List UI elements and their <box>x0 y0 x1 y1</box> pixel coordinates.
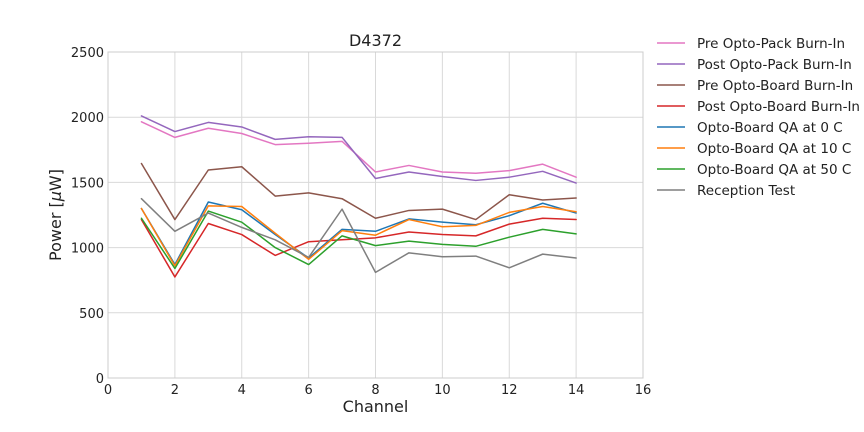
x-tick-labels: 0 2 4 6 8 10 12 14 16 <box>104 383 651 398</box>
x-tick-label: 8 <box>371 383 379 398</box>
y-tick-label: 500 <box>79 307 104 322</box>
legend-label: Opto-Board QA at 50 C <box>697 162 851 178</box>
series-line-8 <box>140 197 577 274</box>
y-axis-label: Power [μW] <box>46 169 65 261</box>
series-line-6 <box>140 205 577 267</box>
legend-label: Opto-Board QA at 10 C <box>697 141 851 157</box>
x-tick-label: 14 <box>568 383 585 398</box>
legend-label: Post Opto-Board Burn-In <box>697 99 860 115</box>
series-line-4 <box>140 217 577 278</box>
y-axis-label-prefix: Power [ <box>46 201 65 261</box>
series-line-2 <box>140 115 577 184</box>
series-line-3 <box>140 162 577 221</box>
legend: Pre Opto-Pack Burn-In Post Opto-Pack Burn… <box>657 36 860 199</box>
y-tick-label: 1000 <box>71 242 104 257</box>
y-axis-label-suffix: W] <box>46 169 65 191</box>
y-tick-label: 2000 <box>71 111 104 126</box>
y-tick-label: 0 <box>96 372 104 387</box>
y-tick-label: 1500 <box>71 176 104 191</box>
legend-label: Opto-Board QA at 0 C <box>697 120 843 136</box>
x-tick-label: 4 <box>238 383 246 398</box>
chart-title: D4372 <box>349 31 402 50</box>
x-tick-label: 12 <box>501 383 518 398</box>
x-tick-label: 6 <box>304 383 312 398</box>
y-tick-label: 2500 <box>71 46 104 61</box>
series-line-5 <box>140 201 577 266</box>
x-axis-label: Channel <box>343 397 409 416</box>
legend-label: Post Opto-Pack Burn-In <box>697 57 852 73</box>
x-tick-label: 2 <box>171 383 179 398</box>
plot-frame <box>107 51 644 379</box>
y-tick-labels: 0 500 1000 1500 2000 2500 <box>71 46 104 387</box>
legend-label: Pre Opto-Pack Burn-In <box>697 36 845 52</box>
series-line-1 <box>140 121 577 178</box>
legend-label: Pre Opto-Board Burn-In <box>697 78 853 94</box>
y-axis-label-unit: μ <box>46 191 65 202</box>
legend-label: Reception Test <box>697 183 795 199</box>
x-tick-label: 0 <box>104 383 112 398</box>
x-tick-label: 10 <box>434 383 451 398</box>
x-tick-label: 16 <box>635 383 652 398</box>
series-layer <box>140 115 577 278</box>
